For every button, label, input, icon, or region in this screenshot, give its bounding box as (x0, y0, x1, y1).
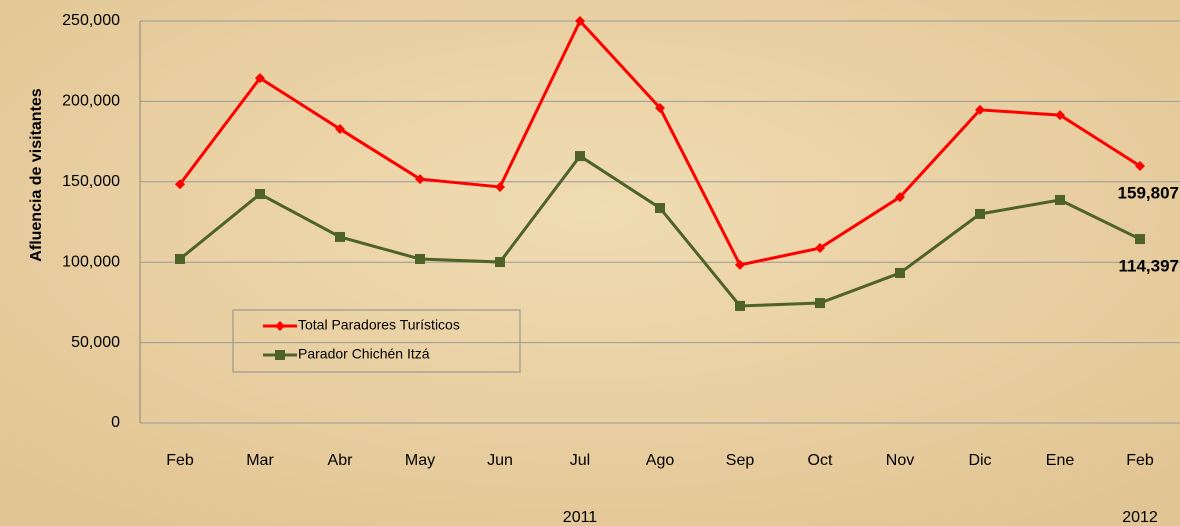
y-axis-label: Afluencia de visitantes (28, 88, 45, 261)
point (255, 73, 265, 84)
x-tick-label: Nov (886, 452, 914, 469)
y-tick-label: 0 (111, 414, 120, 431)
data-label: 114,397 (1118, 257, 1179, 276)
point (735, 259, 745, 270)
point (335, 124, 345, 135)
x-tick-label: Abr (328, 452, 354, 469)
point (975, 104, 985, 115)
point (255, 189, 265, 200)
point (575, 16, 585, 26)
point (895, 192, 905, 203)
point (335, 231, 345, 242)
x-tick-label: May (405, 452, 435, 469)
point (735, 300, 745, 311)
point (575, 151, 585, 162)
data-label: 159,807 (1118, 184, 1179, 203)
point (495, 181, 505, 192)
legend-label: Total Paradores Turísticos (298, 317, 460, 333)
point (1055, 194, 1065, 205)
x-group-label: 2011 (563, 509, 598, 526)
point (415, 253, 425, 264)
point (895, 267, 905, 278)
x-tick-label: Ago (646, 452, 675, 469)
x-tick-label: Feb (166, 452, 194, 469)
x-tick-label: Jun (487, 452, 513, 469)
y-tick-label: 100,000 (62, 253, 120, 270)
x-tick-label: Sep (726, 452, 755, 469)
legend-label: Parador Chichén Itzá (298, 346, 430, 362)
x-tick-label: Dic (968, 452, 991, 469)
x-tick-label: Mar (246, 452, 274, 469)
point (495, 257, 505, 268)
point (175, 253, 185, 264)
point (815, 243, 825, 254)
point (975, 208, 985, 219)
y-tick-label: 150,000 (62, 173, 120, 190)
x-tick-label: Oct (808, 452, 833, 469)
x-group-label: 2012 (1122, 509, 1158, 526)
point (815, 298, 825, 309)
point (175, 179, 185, 190)
point (275, 321, 285, 331)
y-tick-label: 50,000 (71, 334, 120, 351)
point (415, 174, 425, 185)
point (275, 350, 285, 360)
point (1135, 161, 1145, 172)
point (1055, 110, 1065, 121)
legend (232, 309, 521, 373)
y-tick-label: 250,000 (62, 12, 120, 29)
x-tick-label: Feb (1126, 452, 1154, 469)
point (655, 203, 665, 214)
point (655, 102, 665, 113)
y-tick-label: 200,000 (62, 93, 120, 110)
point (1135, 234, 1145, 245)
x-tick-label: Jul (570, 452, 590, 469)
x-tick-label: Ene (1046, 452, 1075, 469)
